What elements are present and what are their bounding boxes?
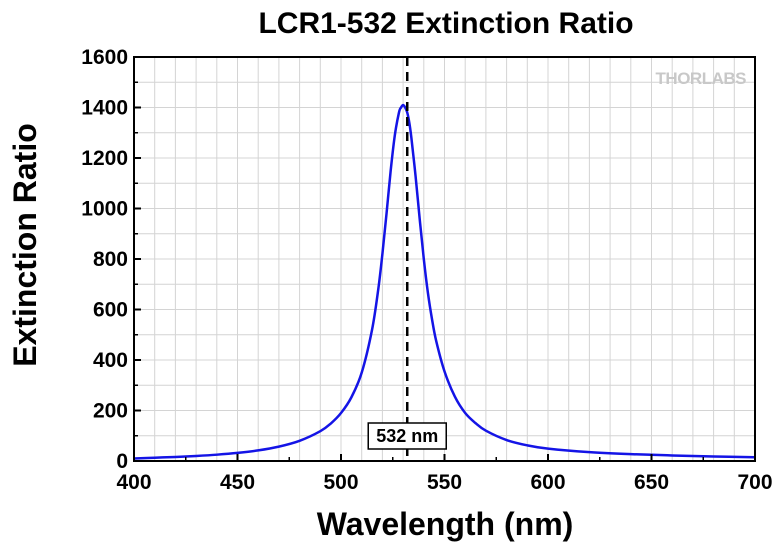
y-tick-label: 600 (93, 299, 128, 322)
series-line (133, 103, 756, 460)
axis-ticks (133, 56, 756, 462)
y-tick-label: 200 (93, 400, 128, 423)
annotation-layer: 532 nm (367, 57, 447, 461)
annotation-box (367, 422, 447, 450)
thorlabs-watermark: THORLABS (656, 69, 747, 88)
y-tick-label: 1200 (81, 147, 128, 170)
annotation-label: 532 nm (376, 426, 438, 446)
tick-labels: 400 450 500 550 600 650 700 0 200 400 600 800 1000 12… (81, 46, 772, 494)
y-tick-label: 1000 (81, 198, 128, 221)
y-tick-label: 0 (116, 450, 128, 473)
chart-title: LCR1-532 Extinction Ratio (258, 7, 633, 40)
y-tick-label: 1400 (81, 97, 128, 120)
series-layer (133, 103, 756, 460)
x-axis-label: Wavelength (nm) (317, 506, 574, 542)
y-tick-label: 400 (93, 349, 128, 372)
x-tick-label: 550 (427, 471, 462, 494)
y-tick-label: 1600 (81, 46, 128, 69)
x-tick-label: 650 (634, 471, 669, 494)
y-tick-label: 800 (93, 248, 128, 271)
annotation-label-box: 532 nm (367, 422, 447, 450)
x-tick-label: 500 (323, 471, 358, 494)
grid (134, 57, 755, 461)
y-axis-label: Extinction Ratio (7, 123, 43, 367)
x-tick-label: 600 (530, 471, 565, 494)
x-tick-label: 700 (737, 471, 772, 494)
x-tick-label: 400 (116, 471, 151, 494)
x-tick-label: 450 (220, 471, 255, 494)
